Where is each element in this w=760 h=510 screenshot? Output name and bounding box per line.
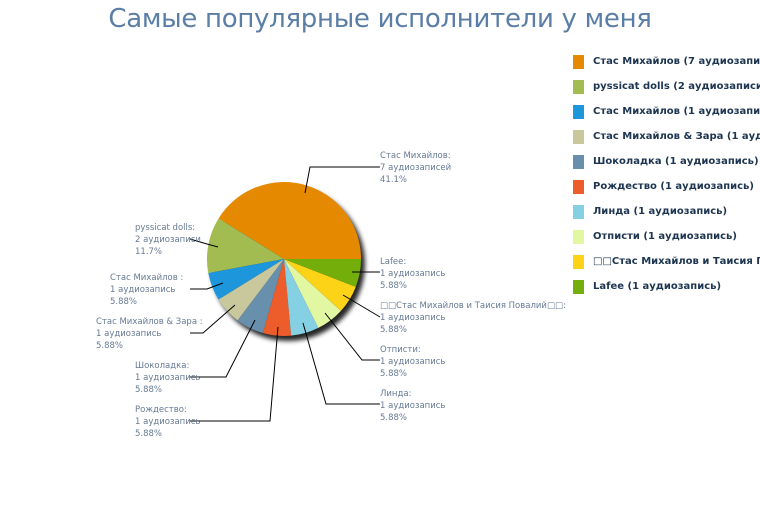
legend-swatch — [573, 180, 584, 194]
leader-line — [302, 322, 380, 405]
legend-label: Стас Михайлов & Зара (1 ауд — [593, 131, 760, 142]
data-label-percent: 5.88% — [380, 281, 408, 291]
pie-slice — [284, 259, 361, 287]
pie-slice — [218, 182, 361, 259]
data-label-percent: 5.88% — [135, 385, 163, 395]
data-label-name: Отписти: — [380, 345, 421, 355]
data-label-percent: 5.88% — [96, 341, 124, 351]
leader-line — [190, 304, 236, 334]
data-label-count-label: 1 аудиозапись — [135, 417, 201, 427]
legend-label: □□Стас Михайлов и Таисия П — [593, 256, 760, 267]
legend-label: Стас Михайлов (1 аудиозапис — [593, 106, 760, 117]
legend-label: Шоколадка (1 аудиозапись) — [593, 156, 759, 167]
data-label: pyssicat dolls: 2 аудиозаписи 11.7% — [135, 222, 201, 258]
legend-swatch — [573, 80, 584, 94]
data-label: □□Стас Михайлов и Таисия Повалий□□: 1 ауд… — [380, 300, 566, 336]
pie-slice — [284, 259, 319, 336]
legend-label: Lafee (1 аудиозапись) — [593, 281, 722, 292]
data-label-count-label: 1 аудиозапись — [96, 329, 162, 339]
legend-label: Линда (1 аудиозапись) — [593, 206, 728, 217]
data-label-name: Шоколадка: — [135, 361, 190, 371]
data-label-count-label: 1 аудиозапись — [380, 357, 446, 367]
legend-label: pyssicat dolls (2 аудиозаписи) — [593, 81, 760, 92]
legend-label: Отписти (1 аудиозапись) — [593, 231, 737, 242]
pie-slice — [284, 259, 356, 311]
data-label-count-label: 1 аудиозапись — [380, 401, 446, 411]
data-label: Стас Михайлов : 1 аудиозапись 5.88% — [110, 272, 183, 308]
leader-line — [190, 319, 256, 378]
data-label-count-label: 1 аудиозапись — [380, 313, 446, 323]
data-label-percent: 5.88% — [135, 429, 163, 439]
data-label-name: Стас Михайлов: — [380, 151, 451, 161]
leader-line — [304, 166, 380, 194]
pie-slice — [237, 259, 284, 334]
pie-slice — [262, 259, 292, 336]
data-label-name: pyssicat dolls: — [135, 223, 196, 233]
data-label: Lafee: 1 аудиозапись 5.88% — [380, 256, 445, 292]
pie-slice — [207, 218, 284, 274]
data-label-percent: 5.88% — [110, 297, 138, 307]
legend-label: Рождество (1 аудиозапись) — [593, 181, 754, 192]
data-label-count-label: 1 аудиозапись — [380, 269, 446, 279]
chart-title: Самые популярные исполнители у меня — [108, 4, 652, 34]
data-label-count-label: 2 аудиозаписи — [135, 235, 201, 245]
data-label-percent: 5.88% — [380, 413, 408, 423]
data-label-count-label: 1 аудиозапись — [135, 373, 201, 383]
leader-line — [324, 312, 380, 361]
legend-swatch — [573, 130, 584, 144]
data-label: Линда: 1 аудиозапись 5.88% — [380, 388, 445, 424]
data-label-name: Lafee: — [380, 257, 407, 267]
data-label-name: Стас Михайлов : — [110, 273, 184, 283]
legend-swatch — [573, 55, 584, 69]
leader-line — [189, 238, 219, 248]
legend-swatch — [573, 280, 584, 294]
data-label-name: Стас Михайлов & Зара : — [96, 317, 203, 327]
data-label: Отписти: 1 аудиозапись 5.88% — [380, 344, 445, 380]
legend-swatch — [573, 155, 584, 169]
data-label-name: Рождество: — [135, 405, 187, 415]
data-label: Рождество: 1 аудиозапись 5.88% — [135, 404, 200, 440]
pie-slice — [208, 259, 284, 300]
data-label: Шоколадка: 1 аудиозапись 5.88% — [135, 360, 200, 396]
data-label: Стас Михайлов: 7 аудиозаписей 41.1% — [380, 150, 451, 186]
data-label-count-label: 7 аудиозаписей — [380, 163, 452, 173]
legend-label: Стас Михайлов (7 аудиозаписе — [593, 56, 760, 67]
legend-swatch — [573, 205, 584, 219]
data-label-percent: 11.7% — [135, 247, 163, 257]
pie-slice — [284, 259, 341, 328]
data-label-name: □□Стас Михайлов и Таисия Повалий□□: — [380, 301, 566, 311]
data-label-name: Линда: — [380, 389, 412, 399]
leader-line — [190, 282, 224, 290]
leader-line — [190, 326, 279, 422]
data-label-count-label: 1 аудиозапись — [110, 285, 176, 295]
data-label-percent: 5.88% — [380, 369, 408, 379]
legend-swatch — [573, 255, 584, 269]
data-label: Стас Михайлов & Зара : 1 аудиозапись 5.88% — [96, 316, 203, 352]
data-label-percent: 5.88% — [380, 325, 408, 335]
leader-line — [342, 294, 381, 318]
legend-swatch — [573, 105, 584, 119]
data-label-percent: 41.1% — [380, 175, 408, 185]
legend-swatch — [573, 230, 584, 244]
